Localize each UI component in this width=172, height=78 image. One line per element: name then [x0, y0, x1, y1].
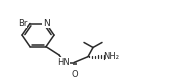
Text: N: N — [43, 19, 49, 28]
Text: HN: HN — [57, 58, 69, 67]
Text: Br: Br — [18, 19, 27, 28]
Text: O: O — [72, 70, 78, 78]
Text: NH₂: NH₂ — [103, 52, 119, 61]
